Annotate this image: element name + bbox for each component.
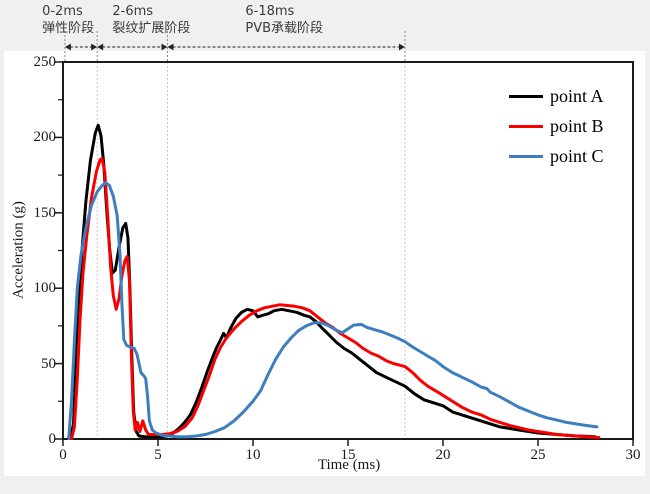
- x-tick-label: 10: [245, 447, 261, 463]
- legend-line-point-c: [509, 155, 543, 158]
- x-tick-label: 5: [154, 447, 162, 463]
- stage-annotation: 6-18ms PVB承载阶段: [245, 3, 323, 37]
- legend-item: point B: [509, 116, 604, 137]
- stage-range-label: 6-18ms: [245, 4, 295, 19]
- series-line-point-a: [66, 123, 597, 440]
- y-tick-label: 0: [48, 431, 57, 447]
- legend-label: point B: [550, 116, 604, 136]
- y-tick-label: 200: [33, 129, 57, 146]
- stage-name-label: 裂纹扩展阶段: [112, 21, 191, 36]
- x-tick-label: 0: [59, 447, 67, 463]
- legend-item: point A: [509, 86, 604, 107]
- stage-arrow-head-right: [161, 43, 168, 51]
- stage-range-label: 0-2ms: [42, 4, 83, 19]
- stage-range-label: 2-6ms: [112, 4, 154, 19]
- stage-name-label: PVB承载阶段: [245, 21, 324, 36]
- x-axis-title: Time (ms): [317, 457, 381, 473]
- stage-arrow-head-left: [97, 43, 104, 51]
- legend: point A point B point C: [509, 86, 604, 167]
- y-tick-label: 100: [33, 280, 57, 297]
- series-line-point-b: [70, 157, 601, 440]
- x-tick-label: 25: [530, 447, 546, 463]
- legend-line-point-a: [509, 95, 543, 98]
- y-tick-label: 150: [33, 204, 57, 221]
- x-tick-label: 30: [625, 447, 641, 463]
- legend-label: point A: [550, 86, 604, 106]
- plot-frame: [62, 61, 634, 440]
- y-tick-label: 250: [33, 54, 57, 70]
- legend-item: point C: [509, 146, 604, 167]
- legend-line-point-b: [509, 125, 543, 128]
- stage-annotation: 2-6ms 裂纹扩展阶段: [112, 3, 190, 37]
- x-tick-label: 20: [435, 447, 451, 463]
- stage-arrow-head-left: [167, 43, 174, 51]
- stage-arrow-head-right: [399, 43, 405, 51]
- stage-annotation: 0-2ms 弹性阶段: [42, 3, 94, 37]
- stage-name-label: 弹性阶段: [42, 21, 95, 36]
- x-tick-label: 15: [340, 447, 356, 463]
- y-tick-label: 50: [41, 355, 56, 372]
- stage-arrow-head-right: [91, 43, 98, 51]
- legend-label: point C: [550, 146, 604, 166]
- series-line-point-c: [67, 181, 599, 440]
- stage-arrow-head-left: [64, 43, 71, 51]
